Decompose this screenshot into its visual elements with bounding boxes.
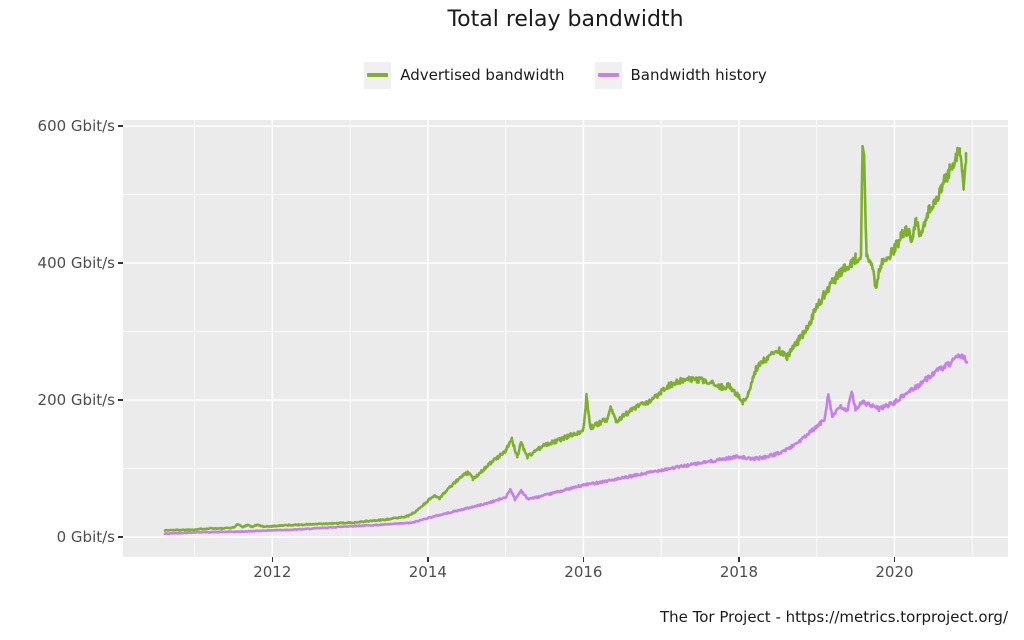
x-tick-mark [582, 557, 585, 562]
x-tick-label: 2020 [875, 563, 914, 581]
plot-panel [123, 120, 1008, 557]
legend-label-advertised: Advertised bandwidth [400, 66, 565, 84]
legend-item-bandwidth-history: Bandwidth history [594, 61, 767, 89]
line-chart [123, 120, 1008, 557]
series-line-advertised-bandwidth [163, 144, 968, 532]
x-tick-mark [271, 557, 274, 562]
purple-line-swatch-icon [597, 73, 619, 77]
y-tick-label: 200 Gbit/s [37, 391, 115, 410]
x-tick-label: 2018 [719, 563, 759, 581]
legend-key-history [594, 61, 622, 89]
attribution-footer: The Tor Project - https://metrics.torpro… [659, 608, 1008, 626]
chart-legend: Advertised bandwidth Bandwidth history [123, 61, 1008, 89]
y-tick-label: 600 Gbit/s [37, 117, 115, 136]
x-tick-label: 2012 [253, 563, 292, 581]
series-line-bandwidth-history [163, 353, 969, 536]
x-tick-mark [427, 557, 429, 562]
legend-label-history: Bandwidth history [630, 66, 767, 84]
x-tick-label: 2014 [408, 563, 447, 581]
y-tick-mark [118, 262, 123, 264]
y-tick-label: 400 Gbit/s [37, 254, 115, 273]
y-tick-label: 0 Gbit/s [56, 528, 115, 547]
y-tick-mark [118, 399, 123, 401]
x-tick-label: 2016 [564, 563, 603, 581]
y-tick-mark [118, 125, 123, 127]
green-line-swatch-icon [367, 73, 389, 77]
chart-title: Total relay bandwidth [447, 7, 684, 32]
x-tick-mark [738, 557, 740, 562]
y-tick-mark [118, 536, 123, 538]
legend-key-advertised [364, 61, 392, 89]
legend-item-advertised-bandwidth: Advertised bandwidth [364, 61, 565, 89]
x-tick-mark [893, 557, 896, 562]
